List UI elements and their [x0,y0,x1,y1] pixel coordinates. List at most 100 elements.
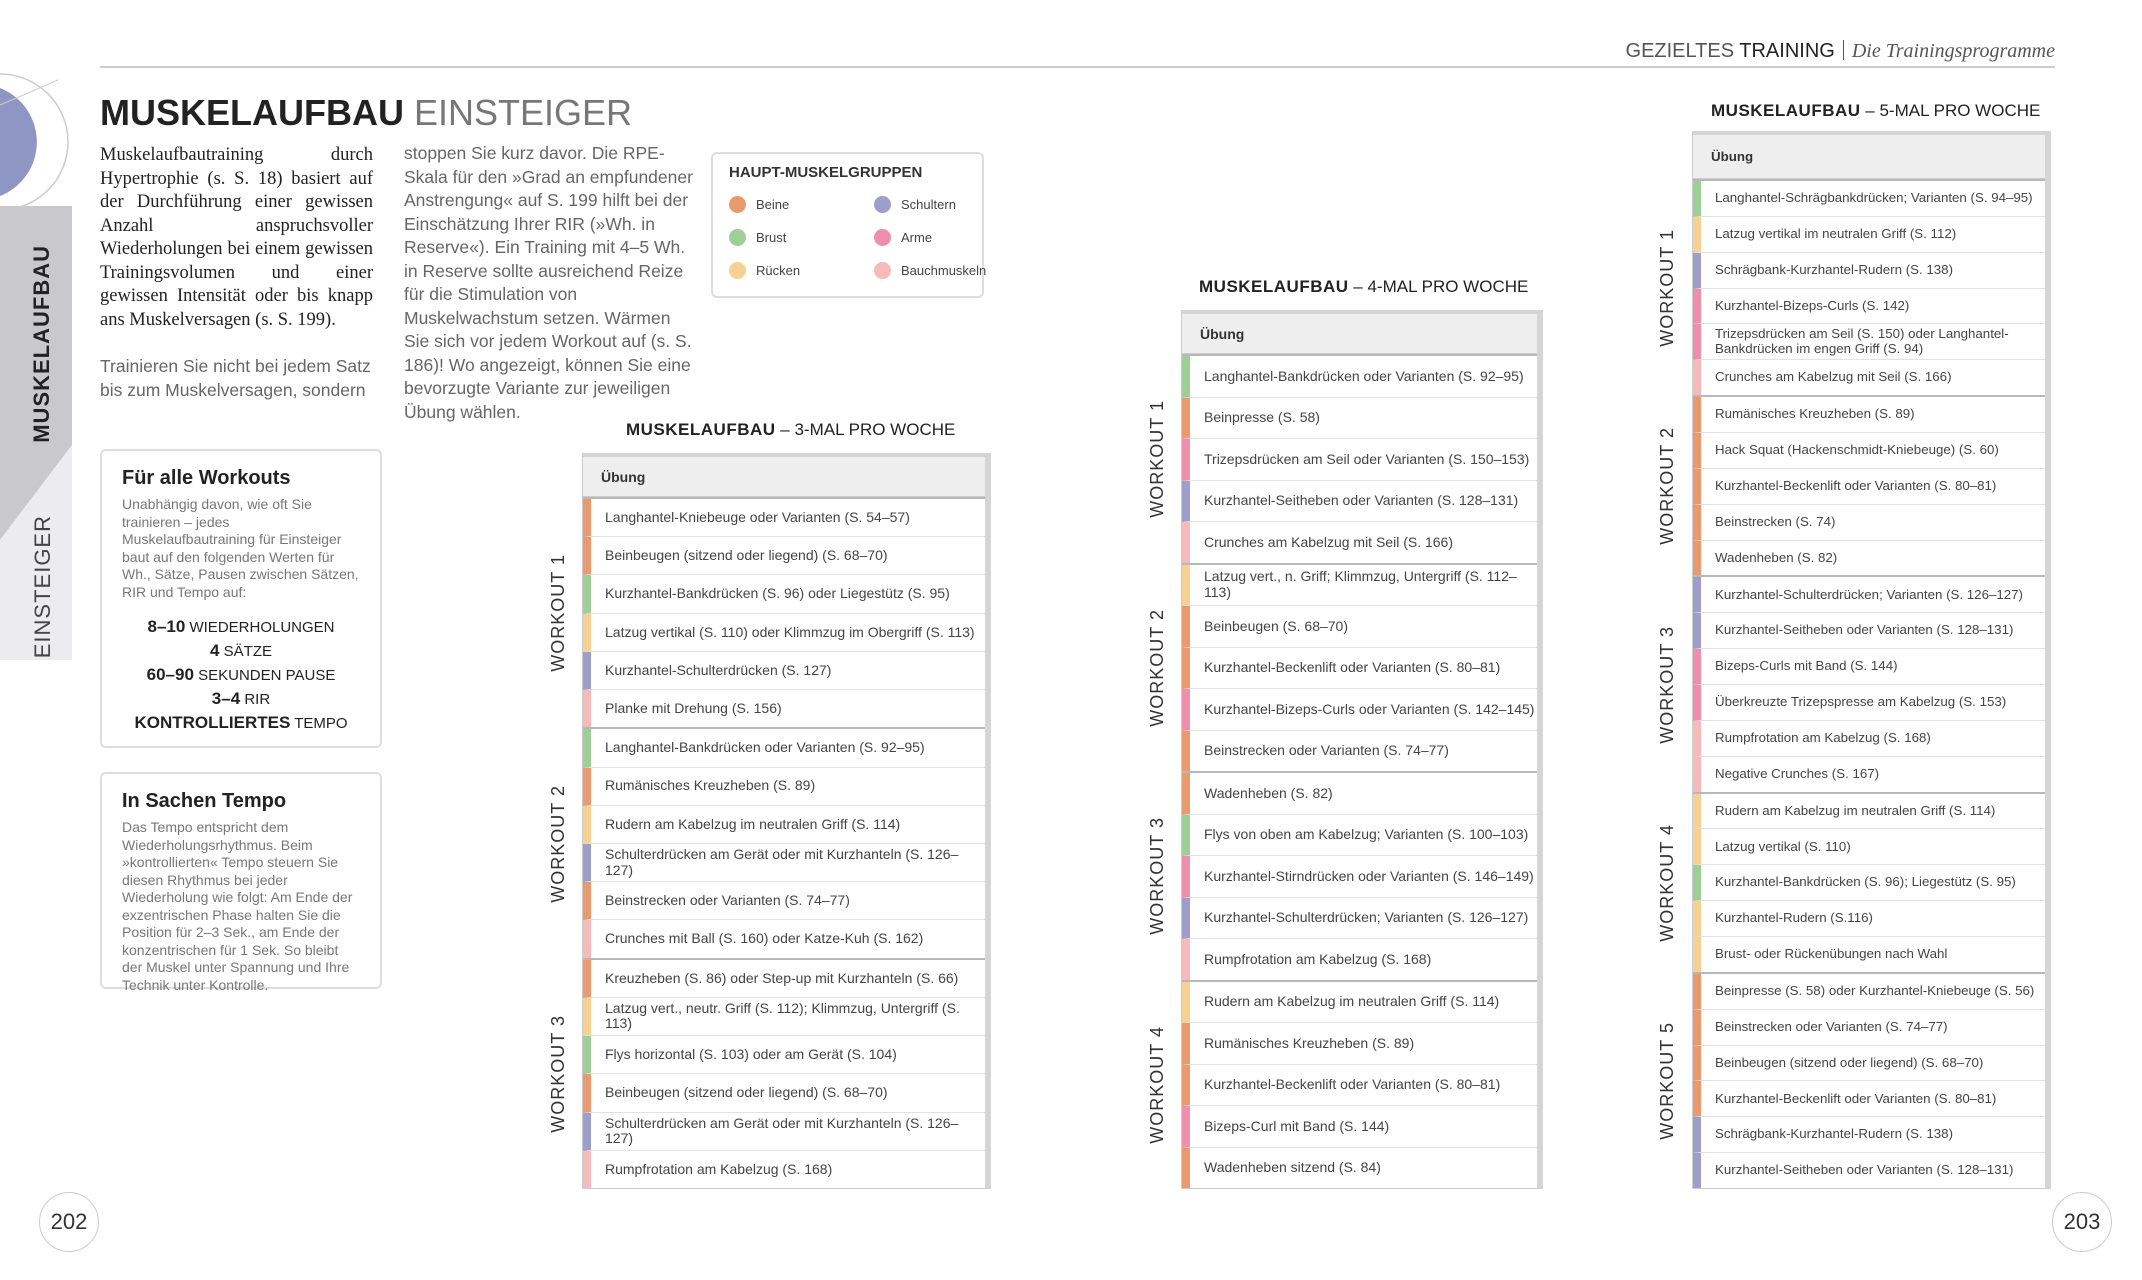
table: Übung WORKOUT 1 Langhantel-Kniebeuge oder … [548,453,991,1189]
exercise-row: Latzug vert., n. Griff; Klimmzug, Unterg… [1182,564,1537,606]
exercise-row: Latzug vertikal im neutralen Griff (S. 1… [1693,216,2045,253]
exercise-row: Kurzhantel-Stirndrücken oder Varianten (… [1182,856,1537,898]
exercise-row: Planke mit Drehung (S. 156) [583,690,985,728]
box-text: Das Tempo entspricht dem Wiederholungsrh… [122,819,353,993]
stat-value: KONTROLLIERTES [134,713,291,732]
workout-label-text: WORKOUT 4 [1656,823,1677,942]
workout-label-text: WORKOUT 1 [547,554,568,672]
exercise-row: Rudern am Kabelzug im neutralen Griff (S… [1182,981,1537,1023]
exercise-row: Beinbeugen (sitzend oder liegend) (S. 68… [583,537,985,576]
workout-label: WORKOUT 3 [1652,577,1682,791]
legend-item: Schultern [874,196,956,213]
exercise-row: Kurzhantel-Seitheben oder Varianten (S. … [1693,613,2045,650]
workout-group: WORKOUT 1 Langhantel-Kniebeuge oder Varia… [548,497,985,728]
intro-serif: Muskelaufbautraining durch Hypertrophie … [100,145,373,330]
workout-label: WORKOUT 2 [1142,565,1172,772]
exercise-row: Kurzhantel-Bizeps-Curls oder Varianten (… [1182,689,1537,731]
legend-dot [874,196,891,213]
legend-dot [729,229,746,246]
deco-line [0,79,59,106]
exercise-row: Schrägbank-Kurzhantel-Rudern (S. 138) [1693,252,2045,289]
legend: HAUPT-MUSKELGRUPPEN Beine Schultern Brust Ar… [711,152,986,298]
exercise-row: Langhantel-Bankdrücken oder Varianten (S… [583,729,985,768]
exercise-row: Beinstrecken oder Varianten (S. 74–77) [1182,730,1537,771]
stat-label: SÄTZE [223,643,272,660]
exercise-row: Kurzhantel-Schulterdrücken (S. 127) [583,651,985,691]
legend-dot [729,196,746,213]
legend-label: Brust [756,230,787,245]
side-tab-lower [0,445,72,660]
exercise-row: Beinpresse (S. 58) oder Kurzhantel-Knieb… [1693,973,2045,1010]
table-title: MUSKELAUFBAU – 5-MAL PRO WOCHE [1711,101,2041,120]
exercise-row: Schrägbank-Kurzhantel-Rudern (S. 138) [1693,1117,2045,1154]
exercise-row: Flys horizontal (S. 103) oder am Gerät (… [583,1036,985,1075]
stat-label: SEKUNDEN PAUSE [198,667,336,684]
exercise-row: Beinpresse (S. 58) [1182,397,1537,439]
workout-label-text: WORKOUT 3 [1146,817,1167,936]
exercise-row: Latzug vertikal (S. 110) [1693,829,2045,866]
page-title: MUSKELAUFBAU EINSTEIGER [100,92,632,134]
workout-group: WORKOUT 2 Latzug vert., n. Griff; Klimmzu… [1147,562,1537,771]
workouts-box: Für alle Workouts Unabhängig davon, wie … [100,449,382,748]
legend-label: Rücken [756,263,801,278]
workout-label-text: WORKOUT 3 [1656,625,1677,744]
intro-sans: Trainieren Sie nicht bei jedem Satz bis … [100,356,371,400]
side-tab-top: MUSKELAUFBAU [29,245,54,443]
exercise-row: Rumpfrotation am Kabelzug (S. 168) [583,1150,985,1188]
title-bold: MUSKELAUFBAU [100,92,404,133]
workout-label-text: WORKOUT 2 [1656,427,1677,546]
exercise-row: Schulterdrücken am Gerät oder mit Kurzha… [583,843,985,883]
stat: 4 SÄTZE [122,639,360,663]
workout-label: WORKOUT 1 [1652,181,1682,395]
workout-label: WORKOUT 3 [1142,773,1172,980]
legend-item: Bauchmuskeln [874,262,986,279]
table: Übung WORKOUT 1 Langhantel-Schrägbankdrück… [1657,131,2051,1189]
exercise-row: Kurzhantel-Beckenlift oder Varianten (S.… [1182,1064,1537,1106]
workout-label: WORKOUT 2 [543,729,573,957]
table: Übung WORKOUT 1 Langhantel-Bankdrücken ode… [1147,310,1543,1189]
page-number: 203 [2052,1192,2112,1252]
legend-label: Schultern [901,197,956,212]
stat: 60–90 SEKUNDEN PAUSE [122,663,360,687]
running-header: GEZIELTES TRAINING Die Trainingsprogramme [1626,40,2055,63]
exercise-row: Kurzhantel-Seitheben oder Varianten (S. … [1182,480,1537,522]
table-subtitle: 4-MAL PRO WOCHE [1367,277,1529,296]
table-header: Übung [583,457,985,497]
legend-dot [729,262,746,279]
table-header: Übung [1182,314,1537,354]
exercise-row: Beinbeugen (sitzend oder liegend) (S. 68… [583,1074,985,1113]
stat: KONTROLLIERTES TEMPO [122,711,360,735]
legend-item: Beine [729,196,789,213]
separator [1842,40,1844,60]
exercise-row: Rumpfrotation am Kabelzug (S. 168) [1182,939,1537,980]
exercise-row: Rudern am Kabelzug im neutralen Griff (S… [583,805,985,844]
stats: 8–10 WIEDERHOLUNGEN 4 SÄTZE 60–90 SEKUNDEN… [122,615,360,735]
exercise-row: Rudern am Kabelzug im neutralen Griff (S… [1693,793,2045,830]
exercise-row: Brust- oder Rückenübungen nach Wahl [1693,937,2045,972]
exercise-row: Beinstrecken (S. 74) [1693,504,2045,541]
exercise-row: Kurzhantel-Schulterdrücken; Varianten (S… [1182,897,1537,939]
workout-group: WORKOUT 1 Langhantel-Schrägbankdrücken; V… [1657,179,2045,396]
table-title-bold: MUSKELAUFBAU [1199,277,1349,296]
workout-label: WORKOUT 3 [543,960,573,1188]
exercise-row: Trizepsdrücken am Seil (S. 150) oder Lan… [1693,324,2045,361]
legend-dot [874,229,891,246]
table-title: MUSKELAUFBAU – 4-MAL PRO WOCHE [1199,277,1529,296]
header-section-bold: TRAINING [1739,40,1835,62]
exercise-row: Wadenheben (S. 82) [1693,540,2045,576]
exercise-row: Überkreuzte Trizepspresse am Kabelzug (S… [1693,685,2045,721]
table-title: MUSKELAUFBAU – 3-MAL PRO WOCHE [626,420,956,439]
stat-value: 8–10 [147,617,186,636]
exercise-row: Bizeps-Curls mit Band (S. 144) [1693,649,2045,685]
exercise-row: Negative Crunches (S. 167) [1693,756,2045,792]
header-section: GEZIELTES [1625,40,1735,62]
box-text: Unabhängig davon, wie oft Sie trainieren… [122,496,359,600]
workout-label: WORKOUT 2 [1652,397,1682,575]
circle-ring [0,73,69,211]
stat-label: WIEDERHOLUNGEN [189,619,335,636]
stat-value: 3–4 [211,689,241,708]
exercise-row: Beinstrecken oder Varianten (S. 74–77) [583,882,985,921]
exercise-row: Latzug vertikal (S. 110) oder Klimmzug i… [583,613,985,652]
